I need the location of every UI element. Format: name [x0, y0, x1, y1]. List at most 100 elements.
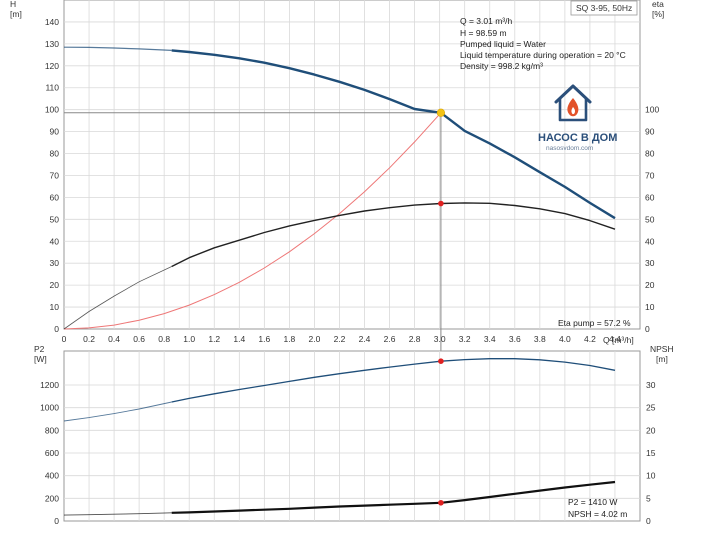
duty-point-marker — [436, 108, 446, 117]
head-tick-label: 110 — [45, 83, 59, 93]
eta-tick-label: 70 — [645, 170, 655, 180]
info-line-density: Density = 998.2 kg/m³ — [460, 61, 543, 71]
flow-tick-label: 0 — [62, 334, 67, 344]
head-axis-ticks: 0 10 20 30 40 50 60 70 80 90 100 110 120 130 140 — [45, 17, 59, 334]
flow-tick-label: 0.4 — [108, 334, 120, 344]
eta-tick-label: 10 — [645, 302, 655, 312]
flow-tick-label: 3.2 — [459, 334, 471, 344]
flow-tick-label: 4.2 — [584, 334, 596, 344]
eta-axis-label: eta — [652, 0, 664, 9]
flow-tick-label: 2.0 — [309, 334, 321, 344]
bottom-curves — [63, 358, 616, 516]
bottom-markers — [438, 358, 444, 506]
flow-tick-label: 4.4 — [609, 334, 621, 344]
head-tick-label: 120 — [45, 61, 59, 71]
flow-tick-label: 1.8 — [283, 334, 295, 344]
system-curve — [63, 112, 442, 330]
head-axis-label: H — [10, 0, 16, 9]
flow-tick-label: 4.0 — [559, 334, 571, 344]
eta-tick-label: 100 — [645, 105, 659, 115]
eta-tick-label: 0 — [645, 324, 650, 334]
duty-info-block: Q = 3.01 m³/h H = 98.59 m Pumped liquid … — [460, 16, 626, 71]
power-tick-label: 0 — [54, 516, 59, 526]
npsh-tick-label: 5 — [646, 493, 651, 503]
eta-tick-label: 30 — [645, 258, 655, 268]
power-point-marker — [438, 358, 444, 365]
brand-site: nasosvdom.com — [546, 145, 593, 152]
flow-axis-label: Q [m³/h] — [603, 335, 634, 345]
eta-curve-thin — [63, 266, 172, 330]
flow-tick-label: 0.8 — [158, 334, 170, 344]
eta-point-marker — [438, 200, 444, 207]
npsh-tick-label: 10 — [646, 471, 656, 481]
eta-tick-label: 40 — [645, 236, 655, 246]
flow-tick-label: 0.6 — [133, 334, 145, 344]
power-tick-label: 1000 — [40, 403, 59, 413]
npsh-axis-unit: [m] — [656, 354, 668, 364]
head-tick-label: 50 — [50, 214, 60, 224]
power-tick-label: 1200 — [40, 380, 59, 390]
power-tick-label: 600 — [45, 448, 59, 458]
flow-tick-label: 1.0 — [183, 334, 195, 344]
bottom-grid — [64, 351, 640, 521]
head-curve-thin — [63, 46, 172, 51]
flow-tick-label: 2.6 — [384, 334, 396, 344]
head-tick-label: 90 — [50, 127, 60, 137]
head-tick-label: 20 — [50, 280, 60, 290]
flow-tick-label: 0.2 — [83, 334, 95, 344]
npsh-point-marker — [438, 499, 444, 506]
power-curve-thin — [63, 401, 172, 422]
top-curves — [63, 46, 616, 521]
flow-tick-label: 3.0 — [434, 334, 446, 344]
info-line-temperature: Liquid temperature during operation = 20… — [460, 50, 626, 60]
info-line-flow: Q = 3.01 m³/h — [460, 16, 512, 26]
flow-tick-label: 1.4 — [233, 334, 245, 344]
npsh-tick-label: 0 — [646, 516, 651, 526]
head-tick-label: 130 — [45, 39, 59, 49]
head-tick-label: 0 — [54, 324, 59, 334]
power-tick-label: 800 — [45, 425, 59, 435]
head-tick-label: 80 — [50, 149, 60, 159]
flow-tick-label: 3.4 — [484, 334, 496, 344]
info-line-liquid: Pumped liquid = Water — [460, 39, 546, 49]
top-markers — [436, 108, 446, 207]
flow-tick-label: 2.4 — [359, 334, 371, 344]
flow-tick-label: 1.2 — [208, 334, 220, 344]
npsh-tick-label: 15 — [646, 448, 656, 458]
head-tick-label: 70 — [50, 170, 60, 180]
eta-annotation: Eta pump = 57.2 % — [558, 318, 631, 328]
eta-axis-ticks: 0 10 20 30 40 50 60 70 80 90 100 — [645, 105, 659, 334]
npsh-axis-label: NPSH — [650, 344, 674, 354]
top-plot-frame — [63, 0, 641, 330]
npsh-annotation: NPSH = 4.02 m — [568, 509, 627, 519]
eta-curve — [171, 202, 616, 268]
top-grid — [64, 0, 640, 329]
house-flame-icon — [554, 84, 592, 122]
npsh-tick-label: 20 — [646, 425, 656, 435]
head-tick-label: 140 — [45, 17, 59, 27]
head-tick-label: 30 — [50, 258, 60, 268]
head-tick-label: 60 — [50, 192, 60, 202]
power-tick-label: 400 — [45, 471, 59, 481]
npsh-tick-label: 30 — [646, 380, 656, 390]
brand-name: НАСОС В ДОМ — [538, 132, 617, 144]
npsh-tick-label: 25 — [646, 403, 656, 413]
power-axis-label: P2 — [34, 344, 45, 354]
flow-tick-label: 2.8 — [409, 334, 421, 344]
head-tick-label: 40 — [50, 236, 60, 246]
info-line-head: H = 98.59 m — [460, 28, 507, 38]
power-axis-unit: [W] — [34, 354, 47, 364]
eta-tick-label: 60 — [645, 192, 655, 202]
chart-title-box — [570, 0, 638, 16]
npsh-curve-thin — [63, 512, 172, 516]
power-curve — [171, 358, 616, 403]
head-curve — [171, 49, 616, 220]
flow-tick-label: 3.6 — [509, 334, 521, 344]
eta-tick-label: 50 — [645, 214, 655, 224]
eta-tick-label: 20 — [645, 280, 655, 290]
power-axis-ticks: 0 200 400 600 800 1000 1200 — [40, 380, 59, 526]
flow-axis-ticks: 0 0.2 0.4 0.6 0.8 1.0 1.2 1.4 1.6 1.8 2.0 2.2 2.4 2.6… — [62, 334, 621, 344]
head-tick-label: 100 — [45, 105, 59, 115]
